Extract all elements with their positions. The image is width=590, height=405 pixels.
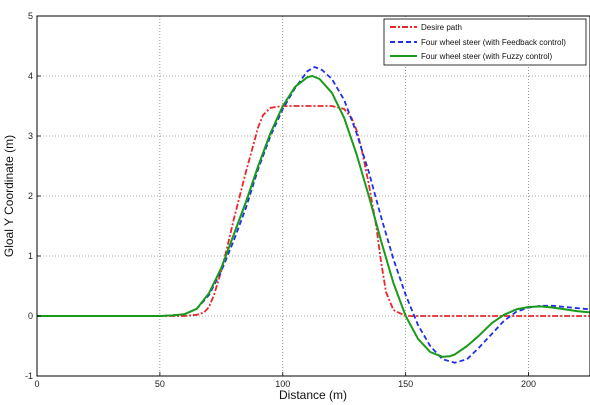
x-tick-label: 50 (155, 379, 165, 389)
legend-label-fuzzy: Four wheel steer (with Fuzzy control) (421, 52, 552, 61)
y-axis-ticks: -1 0 1 2 3 4 5 (25, 11, 41, 381)
x-axis-label: Distance (m) (279, 388, 347, 402)
series-line-1 (37, 66, 590, 364)
legend-box (383, 18, 587, 66)
y-tick-label: -1 (25, 371, 33, 381)
y-tick-label: 2 (28, 191, 33, 201)
x-tick-label: 150 (398, 379, 413, 389)
x-axis-ticks: 0 50 100 150 200 (34, 372, 536, 389)
y-tick-label: 5 (28, 11, 33, 21)
y-tick-label: 3 (28, 131, 33, 141)
series-line-2 (37, 75, 590, 358)
y-tick-label: 4 (28, 71, 33, 81)
series-line-0 (37, 105, 590, 317)
y-axis-label: Gloal Y Coordinate (m) (2, 135, 16, 257)
series-group (37, 66, 590, 364)
x-tick-label: 200 (521, 379, 536, 389)
legend-label-desire-path: Desire path (421, 23, 462, 32)
legend-label-feedback: Four wheel steer (with Feedback control) (421, 38, 566, 47)
y-tick-label: 1 (28, 251, 33, 261)
x-tick-label: 100 (275, 379, 290, 389)
x-tick-label: 0 (34, 379, 39, 389)
legend: Desire path Four wheel steer (with Feedb… (383, 18, 587, 66)
y-tick-label: 0 (28, 311, 33, 321)
